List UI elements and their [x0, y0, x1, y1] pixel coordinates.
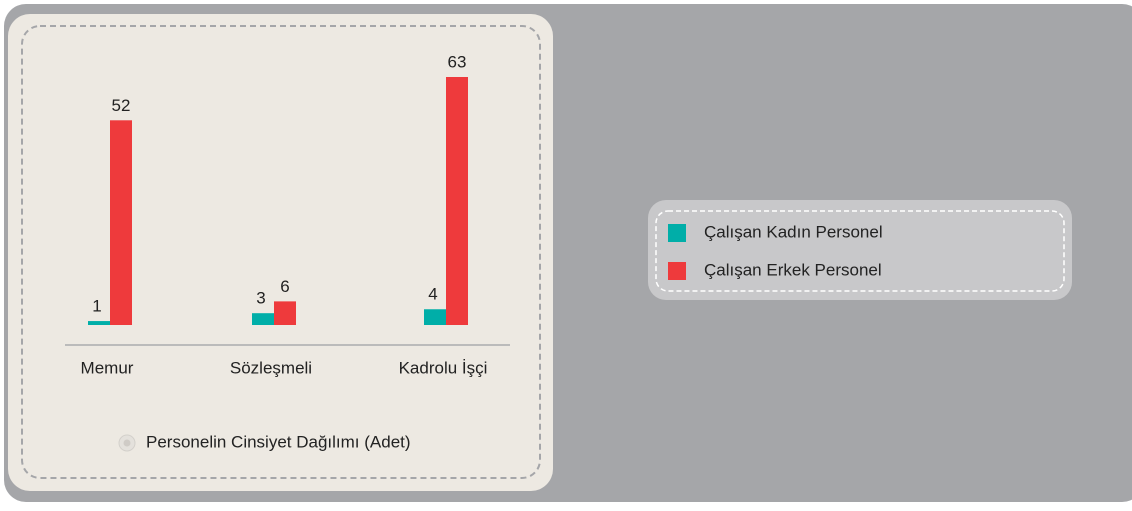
legend-swatch: [668, 224, 686, 242]
legend-label: Çalışan Kadın Personel: [704, 222, 883, 241]
legend-label: Çalışan Erkek Personel: [704, 260, 882, 279]
data-label: 52: [112, 96, 131, 115]
title-icon-dot: [123, 439, 131, 447]
legend-swatch: [668, 262, 686, 280]
chart-dashed-border: [21, 25, 541, 479]
chart-panel: [8, 14, 553, 491]
data-label: 1: [92, 297, 101, 316]
x-tick-label: Kadrolu İşçi: [399, 358, 488, 377]
legend-dashed-border: [655, 210, 1065, 292]
legend-panel: [648, 200, 1072, 300]
bar: [110, 120, 132, 325]
data-label: 63: [448, 52, 467, 71]
chart-title: Personelin Cinsiyet Dağılımı (Adet): [146, 432, 411, 451]
bar: [252, 313, 274, 325]
bar: [274, 301, 296, 325]
x-tick-label: Memur: [81, 358, 134, 377]
data-label: 6: [280, 277, 289, 296]
bar: [424, 309, 446, 325]
bar: [88, 321, 110, 325]
data-label: 3: [256, 289, 265, 308]
x-tick-label: Sözleşmeli: [230, 358, 312, 377]
bar: [446, 77, 468, 325]
data-label: 4: [428, 285, 437, 304]
